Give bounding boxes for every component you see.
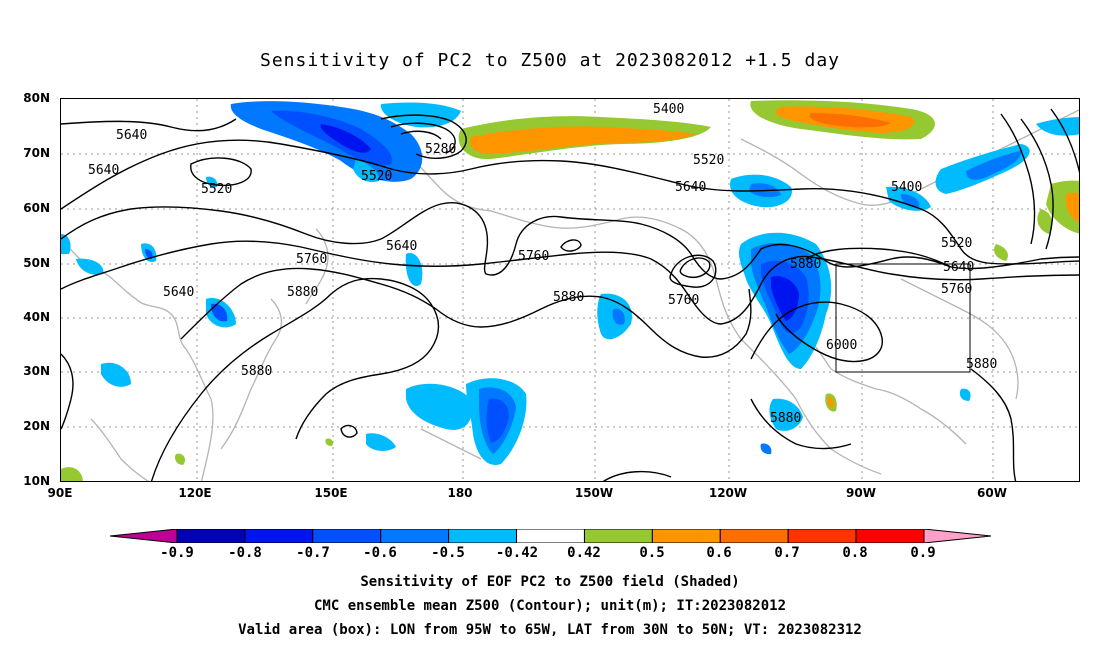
colorbar-cell	[583, 529, 653, 543]
contour-label: 5640	[675, 180, 706, 195]
valid-area-box	[835, 263, 971, 373]
colorbar-cell	[855, 529, 925, 543]
colorbar-label: -0.42	[495, 545, 539, 561]
lat-label-60n: 60N	[23, 201, 50, 215]
contour-label: 5400	[653, 102, 684, 117]
plot-title: Sensitivity of PC2 to Z500 at 2023082012…	[259, 50, 840, 71]
colorbar-cells	[176, 529, 925, 543]
contour-label: 5760	[941, 282, 972, 297]
colorbar-label: -0.7	[296, 545, 330, 561]
contour-label: 5640	[88, 163, 119, 178]
colorbar-label: 0.5	[639, 545, 665, 561]
contour-label: 5880	[553, 290, 584, 305]
map-panel: 5640 5640 5520 5640 5520 5280 5400 5520 …	[60, 98, 1080, 482]
caption-line-3: Valid area (box): LON from 95W to 65W, L…	[238, 622, 862, 638]
contour-label: 5520	[941, 236, 972, 251]
lon-label-90w: 90W	[846, 486, 876, 500]
contour-label: 5880	[966, 357, 997, 372]
colorbar-left-arrow	[110, 529, 178, 543]
colorbar-cell	[719, 529, 789, 543]
colorbar-label: -0.9	[160, 545, 194, 561]
contour-label: 5880	[790, 257, 821, 272]
lat-label-50n: 50N	[23, 256, 50, 270]
colorbar-label: -0.8	[228, 545, 262, 561]
colorbar-cell	[380, 529, 450, 543]
contour-label: 5640	[116, 128, 147, 143]
contour-label: 5520	[361, 169, 392, 184]
lat-label-80n: 80N	[23, 91, 50, 105]
lon-label-120e: 120E	[178, 486, 212, 500]
colorbar-label: 0.6	[706, 545, 732, 561]
contour-label: 5640	[943, 260, 974, 275]
lon-label-180: 180	[447, 486, 473, 500]
colorbar	[110, 529, 992, 543]
lon-label-90e: 90E	[47, 486, 73, 500]
lat-label-30n: 30N	[23, 364, 50, 378]
colorbar-cell	[516, 529, 585, 543]
lat-label-70n: 70N	[23, 146, 50, 160]
contour-label: 5760	[518, 249, 549, 264]
colorbar-label: -0.6	[363, 545, 397, 561]
caption-line-2: CMC ensemble mean Z500 (Contour); unit(m…	[313, 598, 786, 614]
contour-label-group: 5640 5640 5520 5640 5520 5280 5400 5520 …	[88, 102, 997, 426]
colorbar-cell	[448, 529, 518, 543]
contour-label: 5880	[770, 411, 801, 426]
contour-label: 5760	[296, 252, 327, 267]
colorbar-cell	[787, 529, 857, 543]
lon-label-120w: 120W	[708, 486, 748, 500]
colorbar-label: 0.9	[910, 545, 936, 561]
contour-label: 5640	[386, 239, 417, 254]
colorbar-label: -0.5	[431, 545, 465, 561]
contour-label: 5520	[693, 153, 724, 168]
colorbar-label: 0.8	[842, 545, 868, 561]
lat-label-10n: 10N	[23, 474, 50, 488]
contour-label: 5520	[201, 182, 232, 197]
colorbar-cell	[651, 529, 721, 543]
contour-label: 5640	[163, 285, 194, 300]
lon-label-60w: 60W	[977, 486, 1007, 500]
colorbar-cell	[176, 529, 246, 543]
colorbar-label: 0.42	[567, 545, 601, 561]
lon-label-150e: 150E	[314, 486, 348, 500]
colorbar-right-arrow	[923, 529, 992, 543]
lon-label-150w: 150W	[574, 486, 614, 500]
contour-label: 5280	[425, 142, 456, 157]
colorbar-cell	[244, 529, 314, 543]
contour-label: 5760	[668, 293, 699, 308]
z500-contours	[61, 108, 1079, 481]
caption-line-1: Sensitivity of EOF PC2 to Z500 field (Sh…	[360, 574, 740, 590]
contour-label: 5880	[241, 364, 272, 379]
colorbar-label: 0.7	[774, 545, 800, 561]
colorbar-cell	[312, 529, 382, 543]
contour-label: 5880	[287, 285, 318, 300]
lat-label-40n: 40N	[23, 310, 50, 324]
contour-label: 5400	[891, 180, 922, 195]
map-svg: 5640 5640 5520 5640 5520 5280 5400 5520 …	[61, 99, 1079, 481]
lat-label-20n: 20N	[23, 419, 50, 433]
contour-label: 6000	[826, 338, 857, 353]
